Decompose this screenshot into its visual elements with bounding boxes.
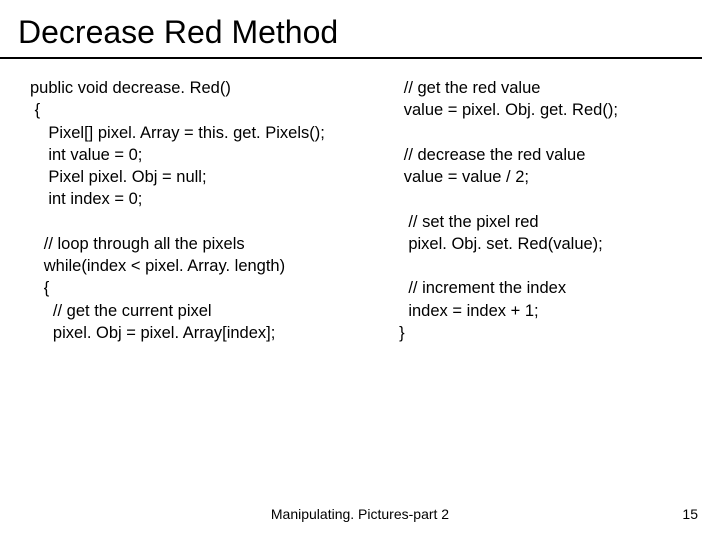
code-left: public void decrease. Red() { Pixel[] pi…	[30, 77, 380, 344]
footer-text: Manipulating. Pictures-part 2	[0, 506, 720, 522]
content-area: public void decrease. Red() { Pixel[] pi…	[0, 59, 720, 344]
code-column-left: public void decrease. Red() { Pixel[] pi…	[30, 77, 380, 344]
code-right: // get the red value value = pixel. Obj.…	[390, 77, 700, 344]
slide-title: Decrease Red Method	[0, 0, 702, 59]
code-column-right: // get the red value value = pixel. Obj.…	[380, 77, 700, 344]
page-number: 15	[682, 506, 698, 522]
